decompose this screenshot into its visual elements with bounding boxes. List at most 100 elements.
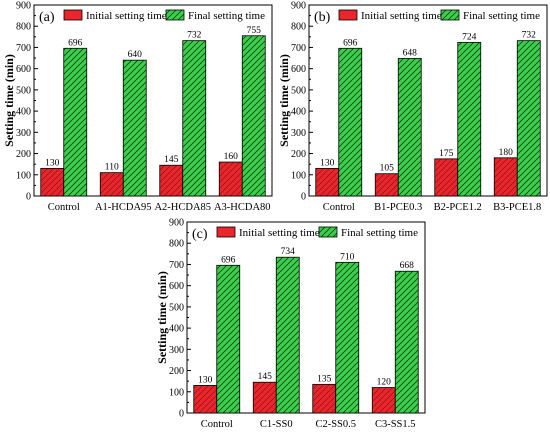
chart-panel-1: 0 100 200 300 400 500 600 700 800 900 Setting time… xyxy=(2,1,273,213)
bar-initial xyxy=(159,164,184,197)
x-tick-label: A3-HCDA80 xyxy=(214,202,271,213)
x-tick-label: C1-SS0 xyxy=(260,419,293,430)
legend-swatch-final xyxy=(440,9,460,21)
y-tick-label: 200 xyxy=(169,366,184,377)
y-tick-label: 0 xyxy=(26,192,31,203)
y-tick-label: 400 xyxy=(169,324,184,335)
data-label: 180 xyxy=(499,148,514,158)
x-tick-label: Control xyxy=(201,419,233,430)
x-tick-label: B3-PCE1.8 xyxy=(493,202,541,213)
y-tick-label: 900 xyxy=(169,218,184,229)
data-label: 130 xyxy=(320,158,335,168)
bar-final xyxy=(335,261,360,414)
legend-label-initial: Initial setting time xyxy=(86,10,167,22)
chart-panel-3: 0 100 200 300 400 500 600 700 800 900 Setting time… xyxy=(155,218,426,430)
legend-label-initial: Initial setting time xyxy=(239,227,320,239)
data-label: 160 xyxy=(224,152,239,162)
y-tick-label: 600 xyxy=(16,64,31,75)
x-tick-label: B2-PCE1.2 xyxy=(434,202,482,213)
bar-initial xyxy=(374,173,399,197)
bar-initial xyxy=(371,387,396,414)
data-label: 696 xyxy=(221,255,236,265)
y-tick-label: 0 xyxy=(179,409,184,420)
data-label: 145 xyxy=(164,155,179,165)
data-label: 175 xyxy=(439,149,454,159)
y-tick-label: 200 xyxy=(291,149,306,160)
bar-final xyxy=(275,256,300,414)
bar-initial xyxy=(193,385,218,414)
chart-panel-2: 0 100 200 300 400 500 600 700 800 900 Setting time… xyxy=(277,1,548,213)
legend-swatch-initial xyxy=(63,9,83,21)
legend-swatch-final xyxy=(318,226,338,238)
legend-label-final: Final setting time xyxy=(341,227,418,239)
y-tick-label: 800 xyxy=(16,22,31,33)
y-tick-label: 800 xyxy=(169,239,184,250)
x-tick-label: Control xyxy=(48,202,80,213)
y-tick-label: 600 xyxy=(169,281,184,292)
bar-initial xyxy=(312,383,337,414)
y-tick-label: 400 xyxy=(291,107,306,118)
bar-final xyxy=(122,59,147,197)
data-label: 110 xyxy=(105,163,119,173)
y-tick-label: 100 xyxy=(16,170,31,181)
bar-final xyxy=(394,270,419,414)
bar-final xyxy=(182,40,207,197)
bar-initial xyxy=(99,172,124,197)
data-label: 130 xyxy=(198,375,213,385)
data-label: 732 xyxy=(187,31,202,41)
data-label: 696 xyxy=(343,38,358,48)
x-tick-label: A2-HCDA85 xyxy=(154,202,211,213)
y-tick-label: 100 xyxy=(291,170,306,181)
bar-initial xyxy=(493,157,518,197)
y-tick-label: 700 xyxy=(169,260,184,271)
data-label: 696 xyxy=(68,38,83,48)
bar-final xyxy=(457,41,482,197)
y-tick-label: 500 xyxy=(16,85,31,96)
legend-label-final: Final setting time xyxy=(463,10,540,22)
bar-final xyxy=(63,47,88,197)
bar-final xyxy=(338,47,363,197)
panel-label: (c) xyxy=(192,227,208,242)
x-tick-label: B1-PCE0.3 xyxy=(374,202,422,213)
legend-swatch-initial xyxy=(216,226,236,238)
y-tick-label: 900 xyxy=(291,1,306,12)
y-axis-label: Setting time (min) xyxy=(277,54,291,147)
data-label: 755 xyxy=(247,26,262,36)
data-label: 648 xyxy=(403,48,418,58)
x-tick-label: A1-HCDA95 xyxy=(95,202,152,213)
y-axis-label: Setting time (min) xyxy=(2,54,16,147)
y-tick-label: 900 xyxy=(16,1,31,12)
y-tick-label: 500 xyxy=(169,302,184,313)
y-tick-label: 100 xyxy=(169,387,184,398)
data-label: 640 xyxy=(128,50,143,60)
y-tick-label: 500 xyxy=(291,85,306,96)
data-label: 732 xyxy=(522,31,537,41)
data-label: 105 xyxy=(380,164,395,174)
data-label: 145 xyxy=(258,372,273,382)
data-label: 130 xyxy=(45,158,60,168)
legend-label-initial: Initial setting time xyxy=(361,10,442,22)
y-tick-label: 200 xyxy=(16,149,31,160)
data-label: 710 xyxy=(340,252,355,262)
y-tick-label: 0 xyxy=(301,192,306,203)
bar-final xyxy=(516,40,541,197)
bar-final xyxy=(216,264,241,414)
y-tick-label: 300 xyxy=(169,345,184,356)
y-tick-label: 600 xyxy=(291,64,306,75)
data-label: 120 xyxy=(377,378,392,388)
y-tick-label: 400 xyxy=(16,107,31,118)
y-tick-label: 300 xyxy=(291,128,306,139)
x-tick-label: C2-SS0.5 xyxy=(315,419,356,430)
y-tick-label: 300 xyxy=(16,128,31,139)
y-tick-label: 800 xyxy=(291,22,306,33)
panel-label: (b) xyxy=(314,10,331,25)
y-axis-label: Setting time (min) xyxy=(155,271,169,364)
bar-initial xyxy=(252,381,277,414)
bar-final xyxy=(397,58,422,197)
bar-final xyxy=(241,35,266,197)
bar-initial xyxy=(40,168,65,197)
legend-swatch-initial xyxy=(338,9,358,21)
data-label: 135 xyxy=(317,374,332,384)
